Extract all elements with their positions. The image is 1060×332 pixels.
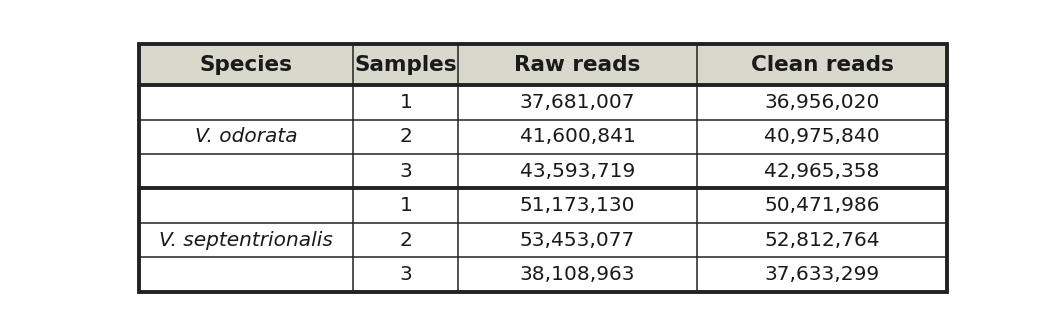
Text: Samples: Samples: [354, 54, 457, 74]
Text: 40,975,840: 40,975,840: [764, 127, 880, 146]
Text: 2: 2: [400, 127, 412, 146]
Text: V. odorata: V. odorata: [195, 127, 298, 146]
Text: 37,681,007: 37,681,007: [519, 93, 635, 112]
Text: 1: 1: [400, 93, 412, 112]
Text: Species: Species: [199, 54, 293, 74]
Text: 41,600,841: 41,600,841: [519, 127, 636, 146]
Bar: [139, 85, 948, 291]
Text: Clean reads: Clean reads: [750, 54, 894, 74]
Text: 50,471,986: 50,471,986: [764, 196, 880, 215]
Text: 2: 2: [400, 230, 412, 250]
Bar: [139, 44, 948, 85]
Text: 3: 3: [400, 265, 412, 284]
Text: 36,956,020: 36,956,020: [764, 93, 880, 112]
Text: 38,108,963: 38,108,963: [519, 265, 635, 284]
Text: 51,173,130: 51,173,130: [519, 196, 635, 215]
Text: Raw reads: Raw reads: [514, 54, 641, 74]
Text: 3: 3: [400, 162, 412, 181]
Text: 52,812,764: 52,812,764: [764, 230, 880, 250]
Text: 37,633,299: 37,633,299: [764, 265, 880, 284]
Text: 43,593,719: 43,593,719: [520, 162, 635, 181]
Text: 1: 1: [400, 196, 412, 215]
Text: 53,453,077: 53,453,077: [520, 230, 635, 250]
Text: 42,965,358: 42,965,358: [764, 162, 880, 181]
Text: V. septentrionalis: V. septentrionalis: [159, 230, 333, 250]
